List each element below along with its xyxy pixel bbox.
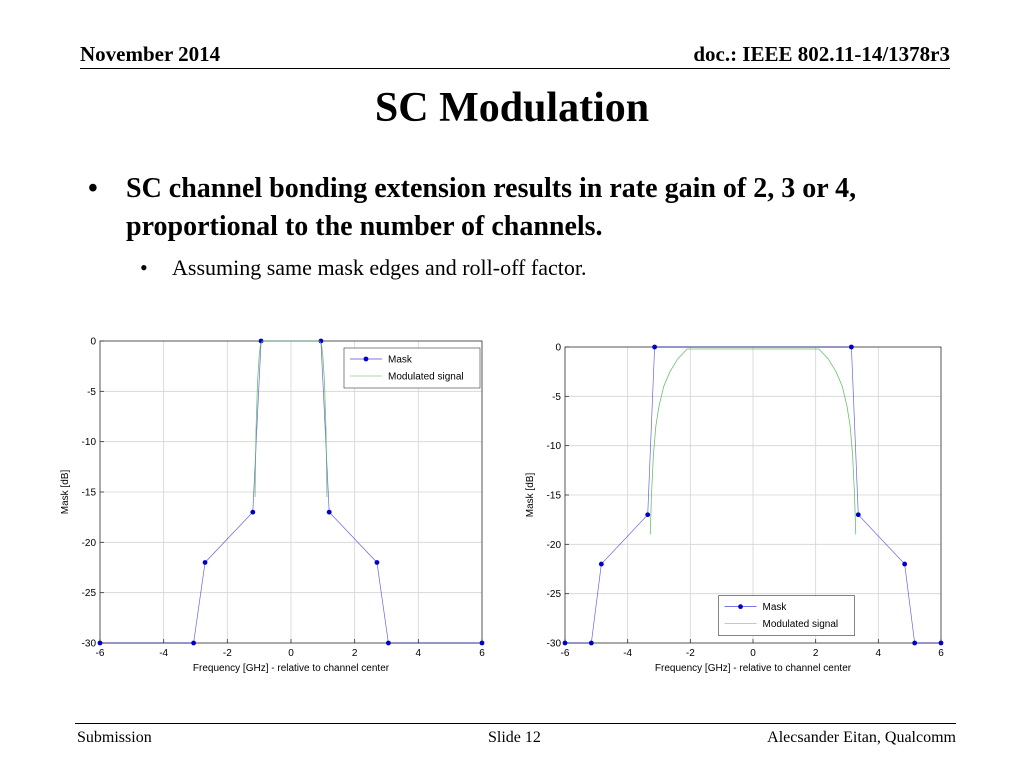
mask-point (562, 640, 568, 646)
x-tick-label: -2 (223, 648, 232, 659)
x-tick-label: -4 (623, 648, 632, 659)
legend-marker-mask (363, 356, 369, 362)
mask-point (912, 640, 918, 646)
x-tick-label: 6 (479, 648, 485, 659)
footer-slide-number: Slide 12 (488, 729, 541, 746)
y-tick-label: -15 (547, 491, 562, 502)
x-tick-label: -6 (96, 648, 105, 659)
x-tick-label: -6 (561, 648, 570, 659)
header-divider (80, 68, 950, 69)
mask-point (326, 509, 332, 515)
legend: Mask Modulated signal (343, 347, 481, 389)
x-tick-label: 4 (416, 648, 422, 659)
mask-point (652, 344, 658, 350)
legend-label-modulated-signal: Modulated signal (388, 372, 464, 383)
y-tick-label: -30 (82, 639, 97, 650)
x-axis-label: Frequency [GHz] - relative to channel ce… (655, 663, 852, 674)
mask-point (258, 338, 264, 344)
bullet-text: SC channel bonding extension results in … (126, 173, 857, 242)
legend-box (343, 347, 481, 389)
y-tick-label: -20 (82, 538, 97, 549)
y-tick-label: -30 (547, 639, 562, 650)
y-tick-label: -15 (82, 488, 97, 499)
mask-point (386, 640, 391, 646)
bullet-list: • SC channel bonding extension results i… (88, 170, 968, 282)
y-tick-label: -10 (547, 441, 562, 452)
bullet-dot: • (140, 255, 148, 280)
series-line-modulated-signal (649, 348, 857, 535)
y-axis-label: Mask [dB] (525, 473, 536, 518)
y-tick-label: -5 (87, 387, 96, 398)
slide-title: SC Modulation (374, 85, 650, 131)
x-tick-label: -2 (686, 648, 695, 659)
mask-point (938, 640, 944, 646)
y-tick-label: 0 (555, 343, 561, 354)
footer-submission: Submission (77, 729, 152, 746)
legend-label-mask: Mask (763, 602, 788, 613)
y-tick-label: -25 (547, 589, 562, 600)
header-doc-id: doc.: IEEE 802.11-14/1378r3 (693, 42, 950, 66)
bullet-level-2: • Assuming same mask edges and roll-off … (88, 254, 968, 282)
legend-marker-mask (738, 604, 743, 610)
bullet-dot: • (88, 173, 98, 204)
series-line-mask (565, 346, 941, 644)
x-tick-label: 2 (813, 648, 819, 659)
mask-point (848, 344, 854, 350)
legend-label-modulated-signal: Modulated signal (763, 619, 839, 630)
bullet-level-1: • SC channel bonding extension results i… (88, 170, 968, 246)
legend: Mask Modulated signal (718, 595, 855, 636)
mask-point (318, 338, 324, 344)
bullet-text: Assuming same mask edges and roll-off fa… (172, 255, 587, 280)
mask-point (902, 561, 908, 567)
x-tick-label: -4 (159, 648, 168, 659)
legend-box (718, 595, 855, 636)
mask-point (855, 512, 861, 518)
x-tick-label: 0 (288, 648, 294, 659)
mask-point (97, 640, 103, 646)
header-date: November 2014 (80, 42, 221, 66)
mask-point (479, 640, 485, 646)
x-tick-label: 2 (352, 648, 358, 659)
footer-author: Alecsander Eitan, Qualcomm (767, 729, 956, 746)
y-tick-label: 0 (90, 337, 96, 348)
mask-point (588, 640, 594, 646)
x-tick-label: 4 (876, 648, 882, 659)
mask-point (374, 560, 380, 565)
x-tick-label: 0 (750, 648, 756, 659)
mask-point (202, 560, 208, 565)
mask-point (598, 561, 604, 567)
mask-point (250, 509, 256, 515)
legend-label-mask: Mask (388, 355, 413, 366)
y-tick-label: -25 (82, 588, 97, 599)
x-tick-label: 6 (938, 648, 944, 659)
y-tick-label: -5 (552, 392, 561, 403)
y-tick-label: -20 (547, 540, 562, 551)
mask-point (191, 640, 196, 646)
mask-point (645, 512, 651, 518)
x-axis-label: Frequency [GHz] - relative to channel ce… (193, 663, 390, 674)
y-tick-label: -10 (82, 437, 97, 448)
footer-divider (75, 723, 956, 724)
y-axis-label: Mask [dB] (60, 470, 71, 515)
series-line-modulated-signal (254, 340, 328, 498)
